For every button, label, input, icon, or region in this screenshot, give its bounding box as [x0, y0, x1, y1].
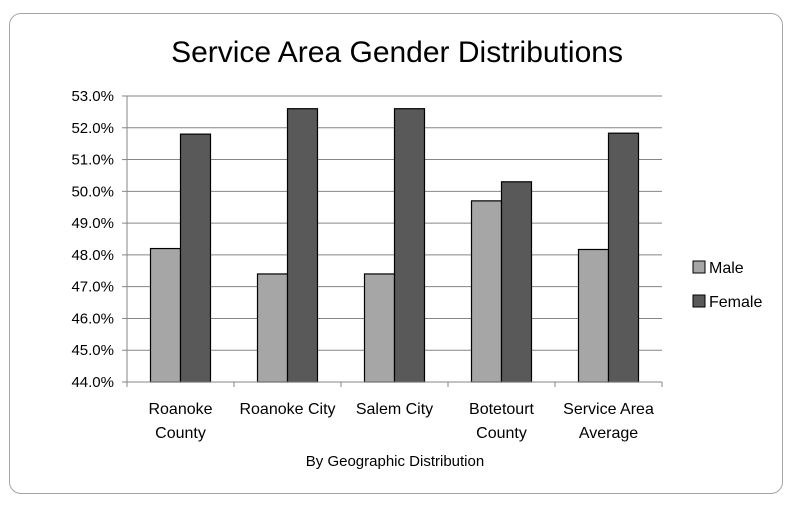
y-tick-label: 45.0%	[71, 342, 114, 359]
y-tick-label: 53.0%	[71, 88, 114, 105]
y-tick-label: 44.0%	[71, 374, 114, 391]
bar-female	[179, 133, 212, 383]
bar-male	[256, 273, 289, 383]
y-tick-label: 48.0%	[71, 247, 114, 264]
x-axis-categories: Roanoke County Roanoke City Salem City Botet…	[148, 401, 653, 442]
x-category-label: County	[155, 425, 206, 442]
x-category-label: Service Area	[563, 401, 654, 418]
legend-swatch-female	[692, 294, 706, 308]
x-category-label: Average	[579, 425, 638, 442]
y-tick-label: 51.0%	[71, 152, 114, 169]
legend-label-female: Female	[709, 294, 762, 311]
legend-label-male: Male	[709, 260, 744, 277]
y-tick-label: 47.0%	[71, 279, 114, 296]
bar-male	[577, 248, 610, 383]
bar-male	[363, 273, 396, 383]
legend-swatch-male	[692, 260, 706, 274]
x-category-label: Roanoke City	[239, 401, 335, 418]
x-category-label: County	[476, 425, 527, 442]
x-category-label: Botetourt	[469, 401, 534, 418]
bar-female	[393, 108, 426, 383]
bar-male	[149, 247, 182, 383]
y-axis-ticks: 44.0% 45.0% 46.0% 47.0% 48.0% 49.0% 50.0% 51.0%…	[71, 88, 114, 391]
bar-female	[500, 181, 533, 383]
x-axis-title: By Geographic Distribution	[306, 453, 484, 470]
x-category-label: Salem City	[356, 401, 433, 418]
bar-male	[470, 200, 503, 383]
x-category-label: Roanoke	[148, 401, 212, 418]
chart-title: Service Area Gender Distributions	[171, 36, 623, 69]
legend: Male Female	[692, 260, 762, 311]
axes	[126, 96, 663, 387]
y-tick-label: 52.0%	[71, 120, 114, 137]
bars	[149, 108, 640, 383]
y-tick-label: 46.0%	[71, 310, 114, 327]
y-tick-label: 50.0%	[71, 183, 114, 200]
y-tick-label: 49.0%	[71, 215, 114, 232]
bar-female	[607, 132, 640, 383]
bar-female	[286, 108, 319, 383]
